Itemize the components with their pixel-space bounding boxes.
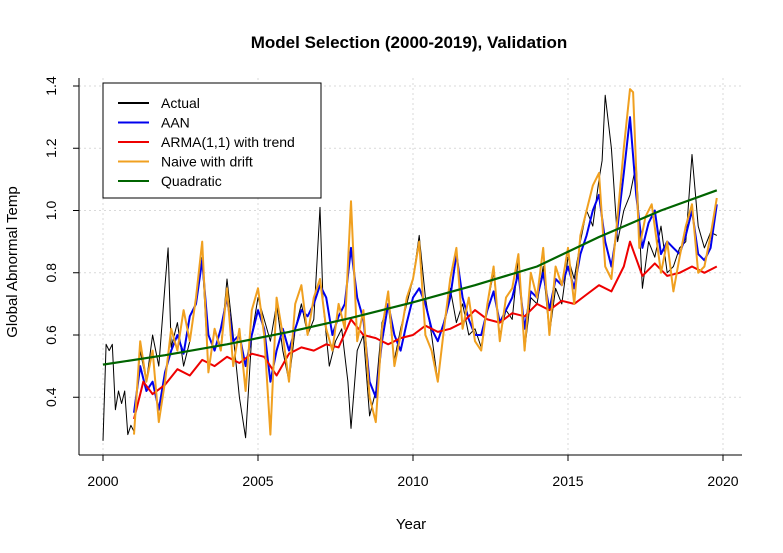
series-line-3 bbox=[133, 88, 718, 436]
series-line-4 bbox=[102, 189, 718, 366]
legend-label-0: Actual bbox=[161, 95, 200, 111]
x-tick-label: 2010 bbox=[397, 473, 428, 489]
axes: 2000 2005 2010 2015 2020 0.4 0.6 0.8 1.0 1.2 1.4 bbox=[43, 76, 742, 489]
chart-title: Model Selection (2000-2019), Validation bbox=[251, 33, 568, 52]
y-tick-label: 0.8 bbox=[43, 263, 59, 283]
y-tick-label: 1.2 bbox=[43, 138, 59, 158]
legend: Actual AAN ARMA(1,1) with trend Naive with … bbox=[102, 82, 322, 199]
x-tick-label: 2005 bbox=[242, 473, 273, 489]
legend-label-4: Quadratic bbox=[161, 173, 222, 189]
legend-label-1: AAN bbox=[161, 115, 190, 131]
y-tick-label: 0.6 bbox=[43, 325, 59, 345]
legend-label-3: Naive with drift bbox=[161, 154, 253, 170]
series-line-1 bbox=[133, 116, 718, 413]
legend-label-2: ARMA(1,1) with trend bbox=[161, 134, 295, 150]
y-tick-label: 1.0 bbox=[43, 201, 59, 221]
x-axis-label: Year bbox=[396, 516, 426, 533]
x-tick-label: 2015 bbox=[552, 473, 583, 489]
y-tick-label: 0.4 bbox=[43, 387, 59, 407]
x-tick-label: 2000 bbox=[87, 473, 118, 489]
y-axis-label: Global Abnormal Temp bbox=[4, 186, 21, 337]
series-layer bbox=[102, 88, 718, 441]
x-tick-label: 2020 bbox=[707, 473, 738, 489]
y-tick-label: 1.4 bbox=[43, 76, 59, 96]
